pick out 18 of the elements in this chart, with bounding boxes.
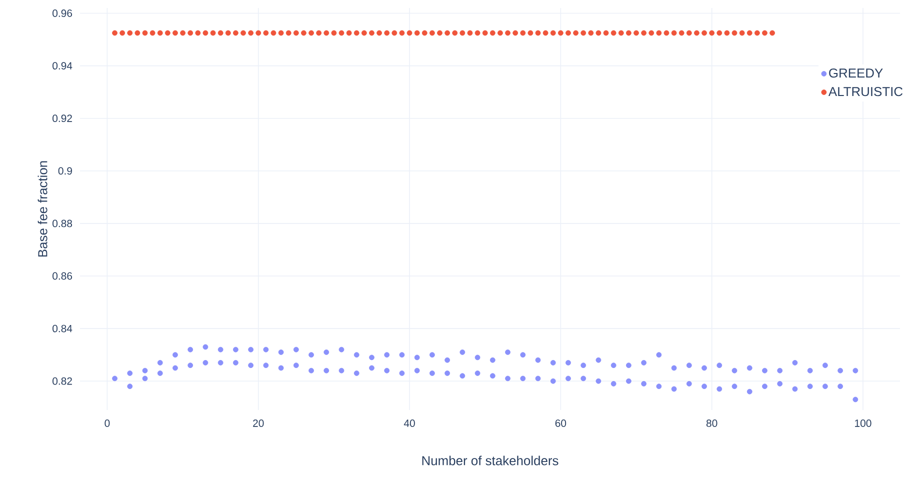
legend-label: ALTRUISTIC	[828, 86, 903, 96]
x-tick-label: 0	[104, 420, 110, 427]
y-tick-label: 0.92	[52, 114, 72, 122]
y-tick-label: 0.96	[52, 10, 72, 17]
y-tick-label: 0.94	[52, 62, 72, 70]
x-tick-label: 60	[555, 420, 566, 427]
x-axis-title: Number of stakeholders	[422, 456, 558, 466]
x-tick-label: 20	[253, 420, 264, 427]
y-axis-title: Base fee fraction	[38, 161, 48, 257]
y-tick-label: 0.9	[58, 167, 72, 175]
x-tick-label: 100	[855, 420, 872, 427]
y-tick-label: 0.86	[52, 272, 72, 280]
y-tick-label: 0.88	[52, 220, 72, 228]
x-tick-label: 40	[404, 420, 415, 427]
y-tick-label: 0.82	[52, 377, 72, 385]
x-tick-label: 80	[706, 420, 718, 427]
y-tick-label: 0.84	[52, 324, 72, 332]
legend-label: GREEDY	[829, 68, 883, 78]
